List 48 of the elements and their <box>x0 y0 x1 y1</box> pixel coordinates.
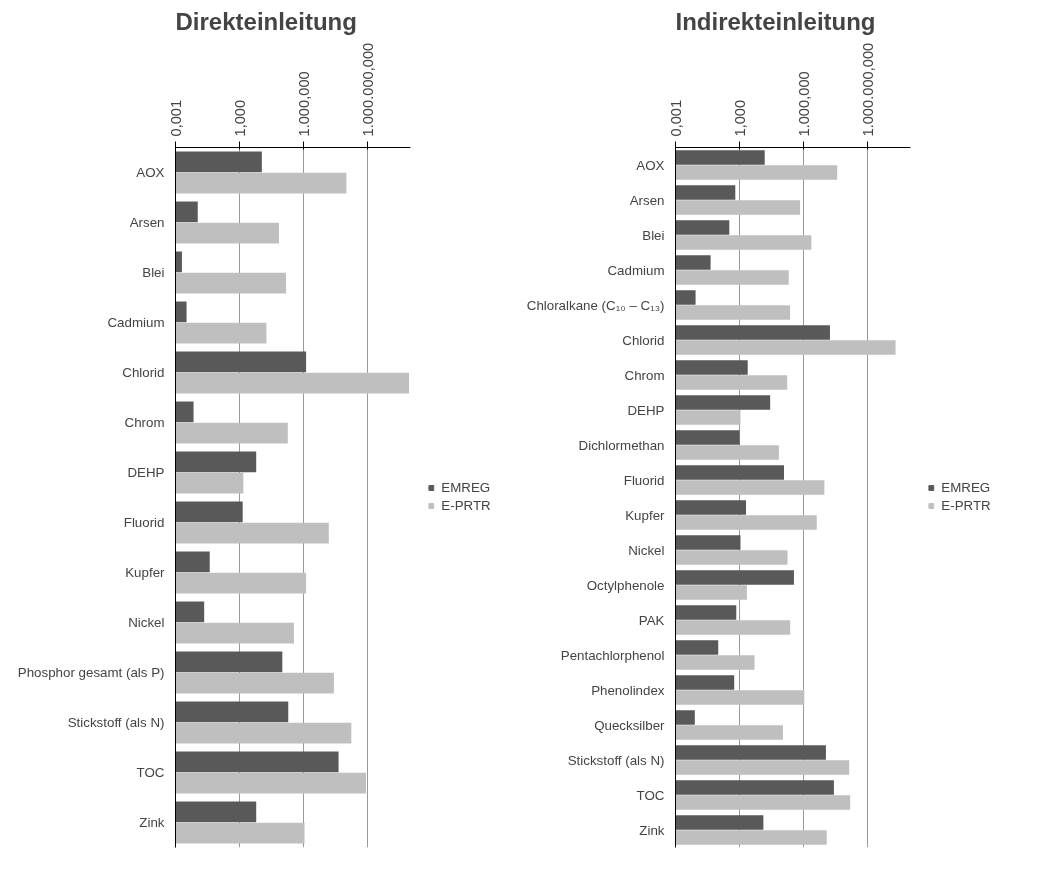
x-tick-label: 1.000.000,000 <box>359 42 376 137</box>
y-tick-label: Chrom <box>124 415 165 430</box>
legend-label: EMREG <box>441 479 491 495</box>
y-tick-label: Quecksilber <box>594 717 666 733</box>
y-tick-label: Chlorid <box>122 365 165 380</box>
chart-title: Indirekteinleitung <box>675 7 876 35</box>
y-tick-label: Pentachlorphenol <box>560 647 665 663</box>
y-tick-label: Octylphenole <box>586 577 665 593</box>
y-tick-label: Arsen <box>129 215 165 230</box>
y-tick-label: Dichlormethan <box>578 437 665 453</box>
y-tick-label: Fluorid <box>123 515 165 530</box>
y-tick-label: Fluorid <box>623 472 665 488</box>
y-tick-label: AOX <box>636 157 665 173</box>
x-tick-label: 1,000 <box>731 99 748 137</box>
x-tick-label: 1,000 <box>231 99 248 137</box>
x-tick-label: 0,001 <box>167 99 184 137</box>
chart-title: Direkteinleitung <box>175 7 357 35</box>
y-tick-label: DEHP <box>127 465 165 480</box>
y-tick-label: AOX <box>136 165 165 180</box>
x-tick-label: 0,001 <box>667 99 684 137</box>
y-tick-label: Blei <box>142 265 165 280</box>
y-tick-label: Chlorid <box>622 332 665 348</box>
y-tick-label: TOC <box>136 765 165 780</box>
legend-label: E-PRTR <box>441 497 491 513</box>
y-tick-label: PAK <box>638 612 665 628</box>
legend-label: E-PRTR <box>941 497 991 513</box>
x-tick-label: 1.000,000 <box>795 71 812 137</box>
y-tick-label: Phosphor gesamt (als P) <box>17 665 165 680</box>
y-tick-label: Zink <box>139 815 165 830</box>
y-tick-label: Phenolindex <box>591 682 665 698</box>
legend-label: EMREG <box>941 479 991 495</box>
y-tick-label: Blei <box>642 227 665 243</box>
y-tick-label: Kupfer <box>625 507 666 523</box>
y-tick-label: Cadmium <box>107 315 165 330</box>
y-tick-label: Zink <box>639 822 665 838</box>
y-tick-label: Cadmium <box>607 262 665 278</box>
y-tick-label: Nickel <box>628 542 665 558</box>
y-tick-label: Stickstoff (als N) <box>567 752 665 768</box>
y-tick-label: Kupfer <box>125 565 166 580</box>
y-tick-label: DEHP <box>627 402 665 418</box>
y-tick-label: Chloralkane (C₁₀ – C₁₃) <box>526 297 665 313</box>
x-tick-label: 1.000.000,000 <box>859 42 876 137</box>
y-tick-label: Stickstoff (als N) <box>67 715 165 730</box>
y-tick-label: Chrom <box>624 367 665 383</box>
y-tick-label: Nickel <box>128 615 165 630</box>
y-tick-label: TOC <box>636 787 665 803</box>
x-tick-label: 1.000,000 <box>295 71 312 137</box>
y-tick-label: Arsen <box>629 192 665 208</box>
